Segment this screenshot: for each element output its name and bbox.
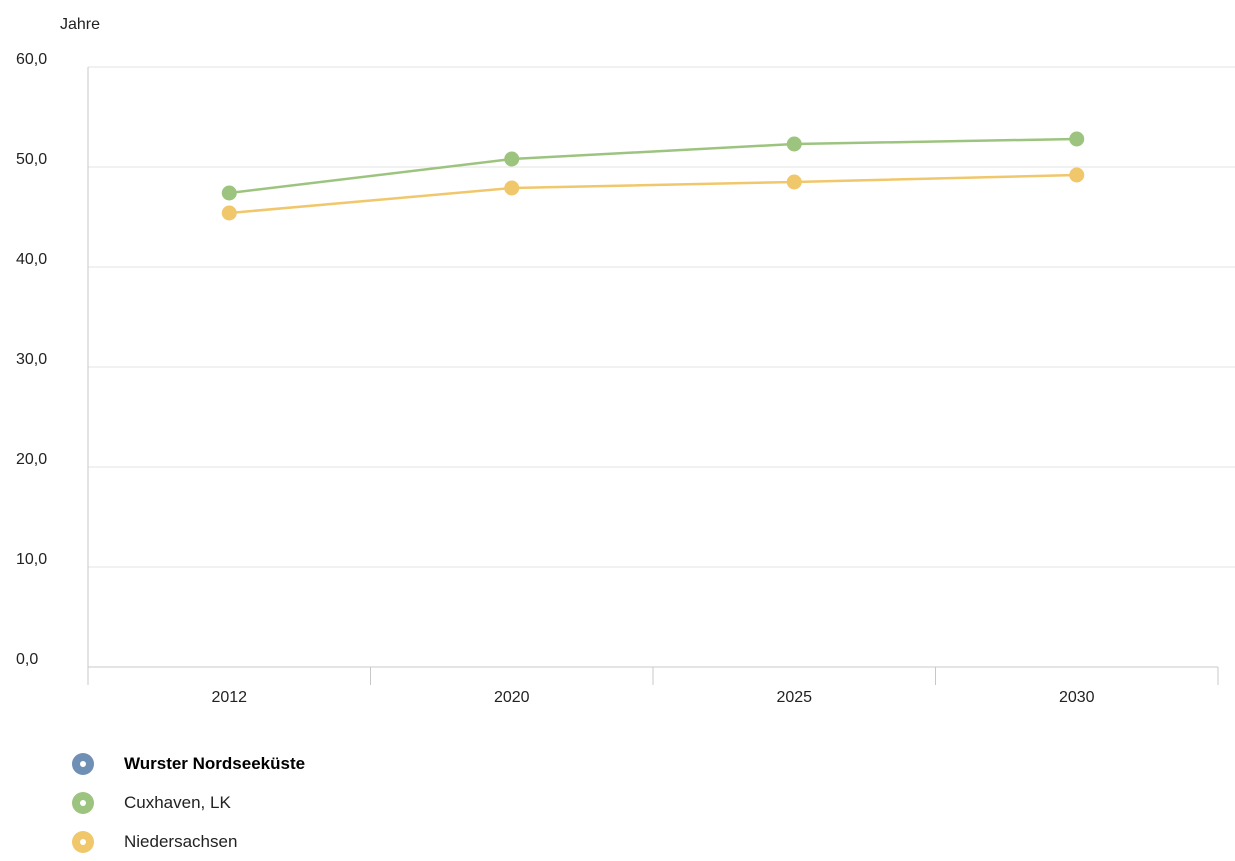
legend-label: Niedersachsen xyxy=(124,831,238,851)
x-tick-label: 2012 xyxy=(211,689,247,706)
axes xyxy=(87,67,1219,685)
legend-label: Cuxhaven, LK xyxy=(124,792,231,812)
y-tick-label: 60,0 xyxy=(16,51,47,68)
y-axis-unit-label: Jahre xyxy=(60,16,100,33)
data-point xyxy=(1069,131,1085,147)
data-point xyxy=(1069,167,1085,183)
x-tick-label: 2020 xyxy=(494,689,530,706)
legend-item[interactable]: Cuxhaven, LK xyxy=(72,783,572,822)
data-point xyxy=(786,136,802,152)
y-tick-label: 10,0 xyxy=(16,551,47,568)
y-tick-label: 40,0 xyxy=(16,251,47,268)
legend-item[interactable]: Niedersachsen xyxy=(72,822,572,861)
y-tick-label: 30,0 xyxy=(16,351,47,368)
x-tick-label: 2025 xyxy=(776,689,812,706)
series-line xyxy=(228,173,1078,215)
data-point xyxy=(221,205,237,221)
data-point xyxy=(504,151,520,167)
series-line xyxy=(228,137,1078,195)
legend-marker-icon xyxy=(72,830,94,853)
x-tick-label: 2030 xyxy=(1059,689,1095,706)
data-point xyxy=(504,180,520,196)
data-point xyxy=(221,185,237,201)
legend-label: Wurster Nordseeküste xyxy=(124,753,306,773)
legend-marker-icon xyxy=(72,752,94,775)
gridlines xyxy=(88,66,1235,568)
series-group xyxy=(221,131,1085,221)
x-axis-ticks: 2012 2020 2025 2030 xyxy=(211,689,1094,706)
y-tick-label: 20,0 xyxy=(16,451,47,468)
y-axis-ticks: 0,0 10,0 20,0 30,0 40,0 50,0 60,0 xyxy=(16,51,47,668)
y-tick-label: 50,0 xyxy=(16,151,47,168)
line-chart: Jahre 0,010,020,030,040,050,060,0 2012 20… xyxy=(16,16,1235,706)
legend-marker-icon xyxy=(72,791,94,814)
legend-item[interactable]: Wurster Nordseeküste xyxy=(72,744,572,783)
legend: Wurster Nordseeküste Cuxhaven, LK Nieder… xyxy=(72,744,572,861)
data-point xyxy=(786,174,802,190)
y-tick-label: 0,0 xyxy=(16,651,38,668)
